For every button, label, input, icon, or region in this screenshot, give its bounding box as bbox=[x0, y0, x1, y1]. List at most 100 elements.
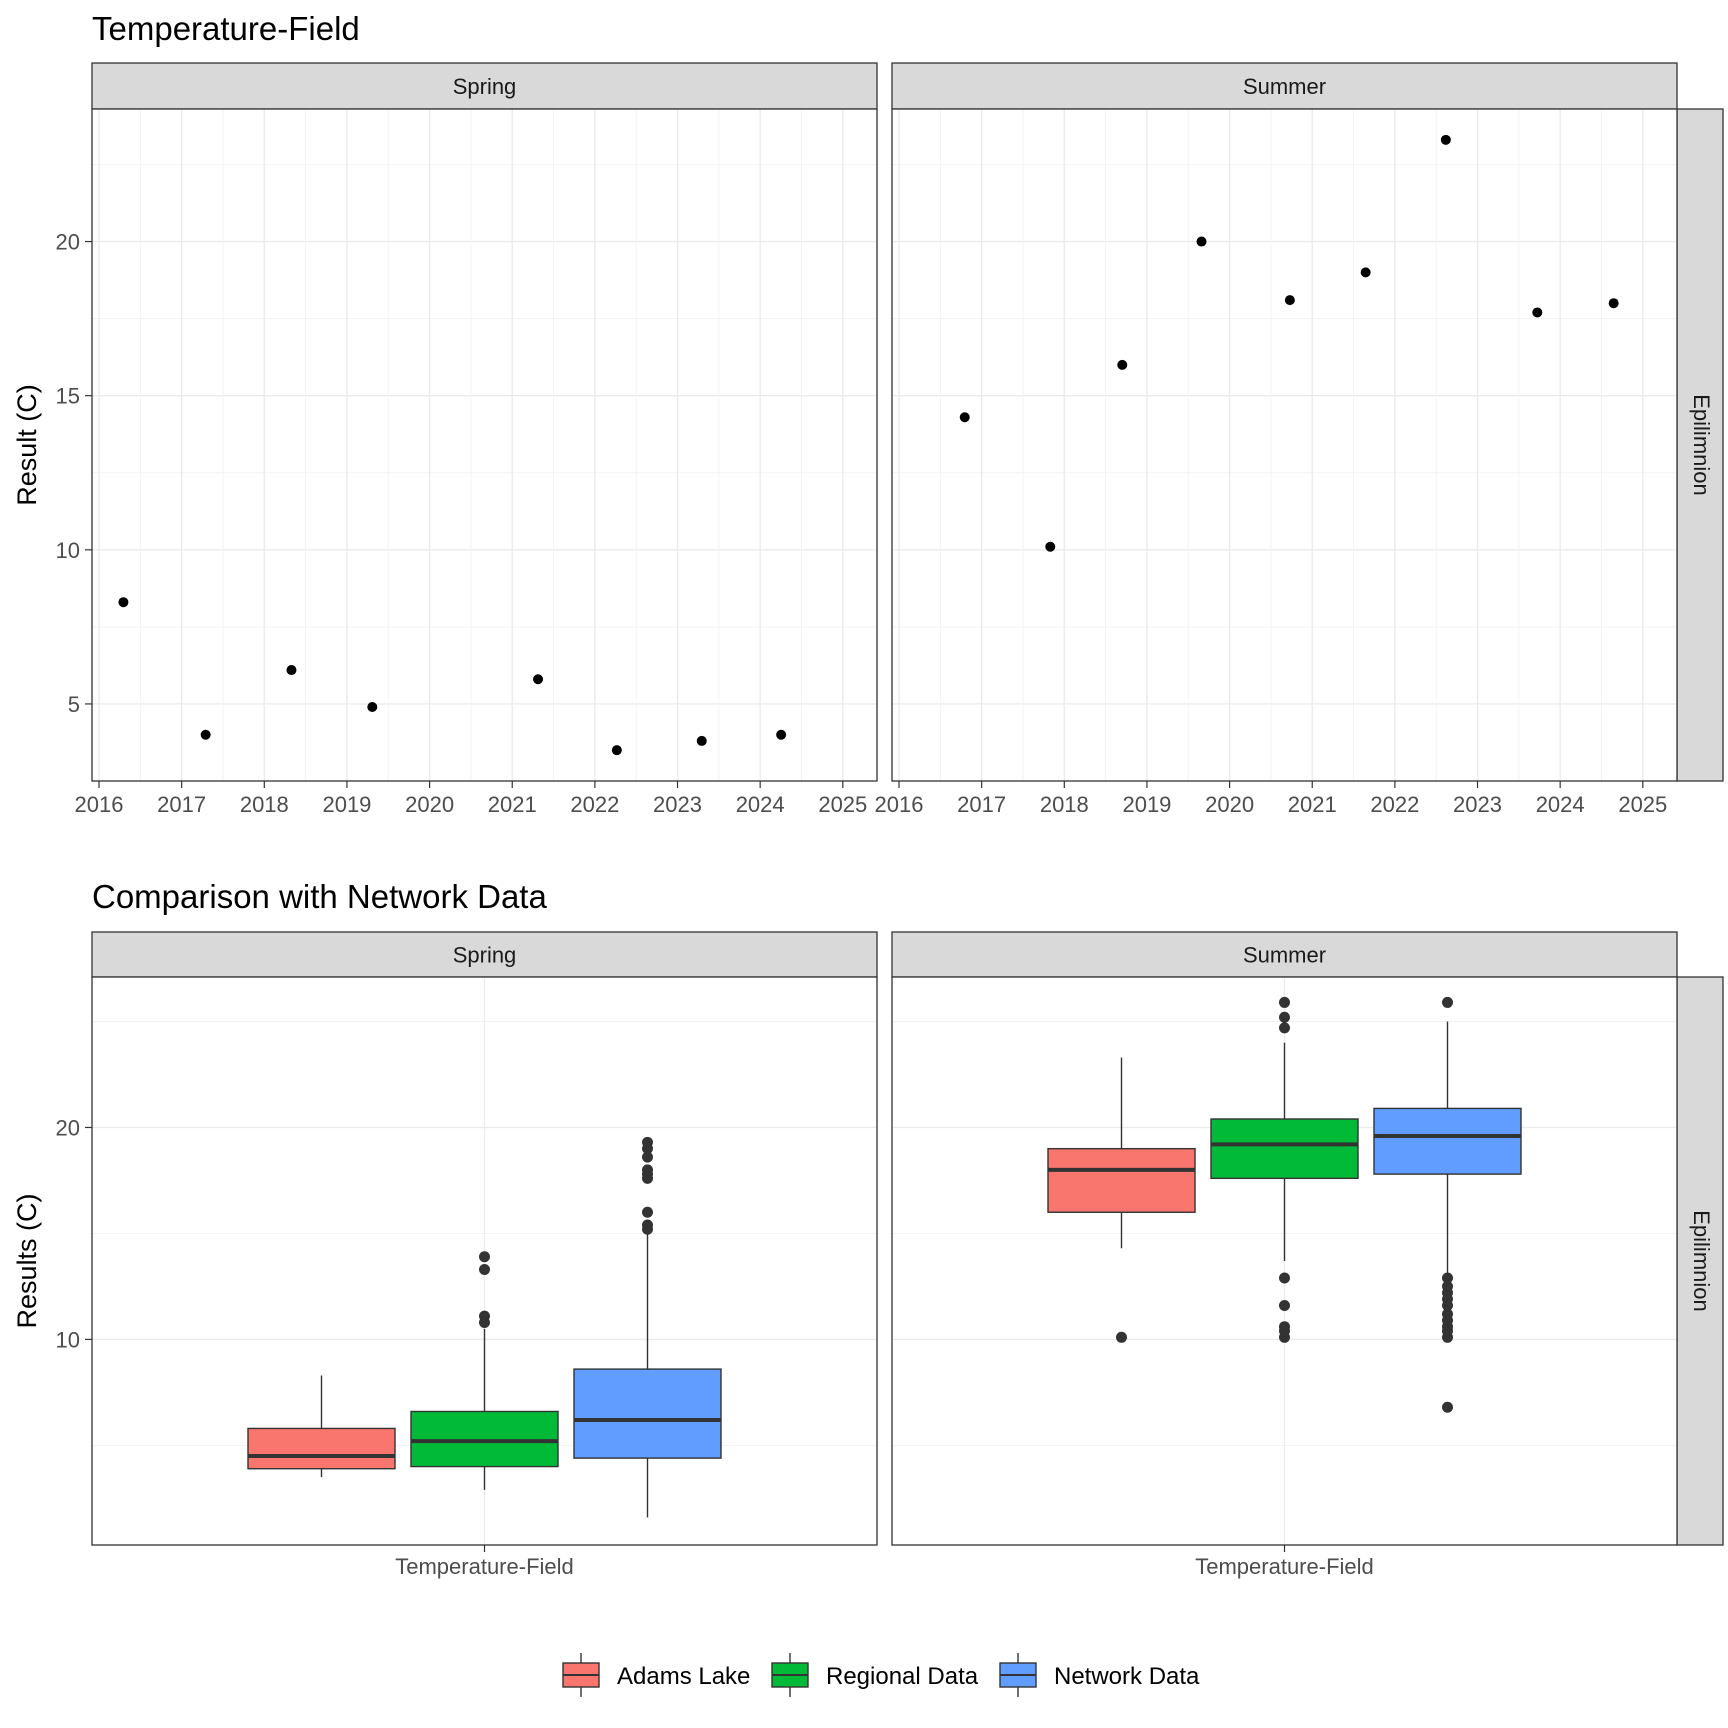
chart-title: Temperature-Field bbox=[92, 10, 360, 47]
x-tick-label: 2021 bbox=[1288, 792, 1337, 817]
box-network-data bbox=[1373, 996, 1522, 1413]
data-point bbox=[959, 412, 970, 423]
legend-item: Network Data bbox=[999, 1653, 1200, 1697]
facet-strip-label: Summer bbox=[1243, 74, 1326, 99]
outlier-point bbox=[1116, 1331, 1127, 1343]
x-tick-label: 2022 bbox=[570, 792, 619, 817]
facet-strip-label: Spring bbox=[453, 74, 517, 99]
x-tick-label: 2021 bbox=[488, 792, 537, 817]
x-tick-label: 2019 bbox=[1122, 792, 1171, 817]
data-point bbox=[367, 702, 378, 713]
outlier-point bbox=[1442, 1280, 1453, 1292]
data-point bbox=[1196, 236, 1207, 247]
box-body bbox=[410, 1410, 559, 1468]
outlier-point bbox=[1279, 1300, 1290, 1312]
x-tick-label: 2023 bbox=[653, 792, 702, 817]
panel-summer: Summer 2016 2017 2018 2019 2020 2021 2022 2023 20… bbox=[875, 62, 1678, 817]
x-tick-label: 2019 bbox=[322, 792, 371, 817]
panel-summer: Summer Temperature-Field bbox=[891, 931, 1678, 1579]
x-tick-label: 2016 bbox=[875, 792, 924, 817]
y-tick-label: 10 bbox=[56, 538, 80, 563]
legend-label: Regional Data bbox=[826, 1663, 979, 1690]
outlier-point bbox=[1442, 1401, 1453, 1413]
outlier-point bbox=[479, 1263, 490, 1275]
outlier-point bbox=[1279, 996, 1290, 1008]
chart-title: Comparison with Network Data bbox=[92, 878, 547, 915]
outlier-point bbox=[642, 1164, 653, 1176]
outlier-point bbox=[642, 1151, 653, 1163]
box-body bbox=[247, 1427, 396, 1470]
x-tick-label: 2022 bbox=[1370, 792, 1419, 817]
data-point bbox=[611, 745, 622, 756]
x-tick-label: 2020 bbox=[1205, 792, 1254, 817]
outlier-point bbox=[479, 1310, 490, 1322]
row-strip-label: Epilimnion bbox=[1689, 394, 1714, 496]
chart-0: Temperature-Field Result (C) 5 10 15 20 Epilim… bbox=[12, 10, 1724, 817]
x-tick-label: Temperature-Field bbox=[395, 1554, 574, 1579]
y-tick-label: 20 bbox=[56, 1115, 80, 1140]
row-strip bbox=[1676, 976, 1724, 1546]
outlier-point bbox=[1279, 1272, 1290, 1284]
outlier-point bbox=[1442, 1308, 1453, 1320]
legend-label: Network Data bbox=[1054, 1663, 1200, 1690]
outlier-point bbox=[642, 1136, 653, 1148]
outlier-point bbox=[1279, 1321, 1290, 1333]
x-tick-label: 2017 bbox=[157, 792, 206, 817]
panel-spring: Spring 2016 2017 2018 2019 2020 2021 2022 2023 20… bbox=[75, 62, 878, 817]
panel-border bbox=[91, 976, 878, 1546]
data-point bbox=[1045, 541, 1056, 552]
data-point bbox=[1284, 295, 1295, 306]
data-point bbox=[1117, 359, 1128, 370]
box-regional-data bbox=[410, 1251, 559, 1490]
box-regional-data bbox=[1210, 996, 1359, 1343]
data-point bbox=[286, 665, 297, 676]
y-tick-label: 20 bbox=[56, 230, 80, 255]
row-strip bbox=[1676, 108, 1724, 782]
data-point bbox=[696, 735, 707, 746]
panel-border bbox=[91, 108, 878, 782]
panel-border bbox=[891, 108, 1678, 782]
chart-1: Comparison with Network Data Results (C) 1… bbox=[12, 878, 1724, 1579]
legend-item: Regional Data bbox=[771, 1653, 979, 1697]
box-body bbox=[573, 1368, 722, 1459]
y-axis-title: Results (C) bbox=[12, 1193, 42, 1328]
data-point bbox=[1608, 298, 1619, 309]
y-tick-label: 15 bbox=[56, 384, 80, 409]
x-tick-label: 2025 bbox=[818, 792, 867, 817]
box-body bbox=[1373, 1107, 1522, 1175]
y-tick-label: 5 bbox=[68, 692, 80, 717]
data-point bbox=[533, 674, 544, 685]
box-network-data bbox=[573, 1136, 722, 1518]
panel-background bbox=[892, 109, 1677, 781]
x-tick-label: 2025 bbox=[1618, 792, 1667, 817]
panel-background bbox=[92, 109, 877, 781]
data-point bbox=[1440, 134, 1451, 145]
outlier-point bbox=[1279, 1011, 1290, 1023]
outlier-point bbox=[1442, 996, 1453, 1008]
box-body bbox=[1210, 1118, 1359, 1180]
x-tick-label: 2020 bbox=[405, 792, 454, 817]
data-point bbox=[200, 729, 211, 740]
facet-strip bbox=[891, 931, 1678, 978]
outlier-point bbox=[642, 1206, 653, 1218]
panel-spring: Spring Temperature-Field bbox=[91, 931, 878, 1579]
facet-strip-label: Summer bbox=[1243, 943, 1326, 968]
legend-label: Adams Lake bbox=[617, 1663, 750, 1690]
outlier-point bbox=[642, 1219, 653, 1231]
facet-strip-label: Spring bbox=[453, 943, 517, 968]
facet-strip bbox=[91, 931, 878, 978]
x-tick-label: 2016 bbox=[75, 792, 124, 817]
outlier-point bbox=[1279, 1022, 1290, 1034]
legend-item: Adams Lake bbox=[562, 1653, 750, 1697]
x-tick-label: 2018 bbox=[1040, 792, 1089, 817]
x-tick-label: 2024 bbox=[736, 792, 785, 817]
outlier-point bbox=[1442, 1272, 1453, 1284]
row-strip-label: Epilimnion bbox=[1689, 1210, 1714, 1312]
box-adams-lake bbox=[247, 1375, 396, 1478]
x-tick-label: Temperature-Field bbox=[1195, 1554, 1374, 1579]
legend: Adams Lake Regional Data Network Data bbox=[562, 1653, 1200, 1697]
x-tick-label: 2024 bbox=[1536, 792, 1585, 817]
data-point bbox=[1532, 307, 1543, 318]
y-tick-label: 10 bbox=[56, 1327, 80, 1352]
x-tick-label: 2017 bbox=[957, 792, 1006, 817]
